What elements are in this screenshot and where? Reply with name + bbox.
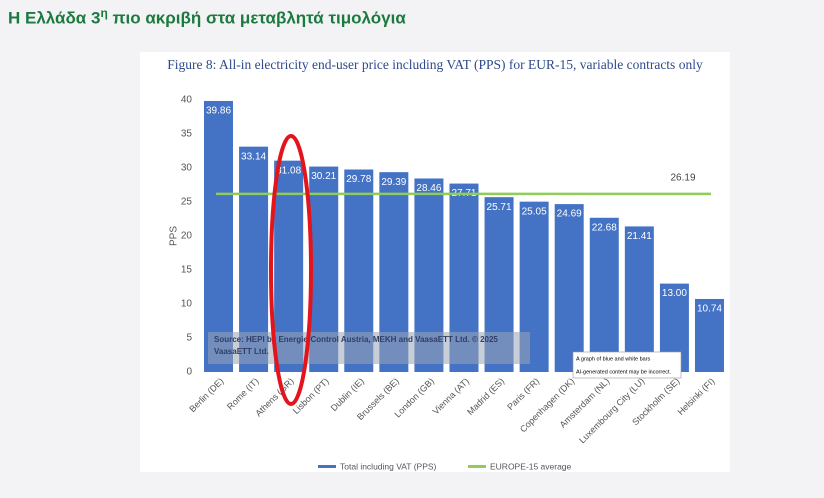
- heading-text: πιο ακριβή στα μεταβλητά τιμολόγια: [107, 8, 406, 28]
- y-axis-label: PPS: [169, 226, 180, 246]
- value-label: 30.21: [311, 171, 336, 182]
- highlight-ellipse: [269, 134, 313, 406]
- source-box: [208, 332, 530, 364]
- value-label: 10.74: [697, 304, 722, 315]
- x-tick-label: Helsinki (FI): [676, 376, 717, 417]
- value-label: 39.86: [206, 106, 231, 117]
- y-tick-label: 20: [181, 231, 193, 242]
- x-tick-label: Paris (FR): [505, 376, 541, 412]
- tooltip-text: A graph of blue and white bars: [576, 356, 651, 362]
- heading: Η Ελλάδα 3η πιο ακριβή στα μεταβλητά τιμ…: [8, 6, 406, 29]
- y-tick-label: 30: [181, 163, 193, 174]
- legend-label: EUROPE-15 average: [490, 461, 572, 471]
- tooltip-box: [572, 351, 682, 379]
- y-tick-label: 25: [181, 197, 193, 208]
- bar: [204, 100, 233, 372]
- chart-title: Figure 8: All-in electricity end-user pr…: [167, 57, 703, 72]
- value-label: 24.69: [557, 209, 582, 220]
- x-tick-label: Madrid (ES): [465, 376, 506, 417]
- value-label: 29.39: [381, 177, 406, 188]
- legend-swatch: [318, 465, 336, 468]
- heading-text: Η Ελλάδα 3: [8, 8, 101, 28]
- y-tick-label: 15: [181, 265, 193, 276]
- value-label: 31.08: [276, 165, 301, 176]
- x-tick-label: Rome (IT): [225, 376, 261, 412]
- value-label: 22.68: [592, 222, 617, 233]
- value-label: 33.14: [241, 151, 266, 162]
- legend-swatch: [468, 465, 486, 468]
- y-tick-label: 35: [181, 129, 193, 140]
- value-label: 28.46: [416, 183, 441, 194]
- bar: [624, 226, 654, 372]
- y-tick-label: 10: [181, 299, 193, 310]
- x-tick-label: Dublin (IE): [329, 376, 366, 413]
- chart-image: Figure 8: All-in electricity end-user pr…: [140, 52, 730, 472]
- source-note: Source: HEPI by Energie-Control Austria,…: [214, 335, 498, 356]
- chart: Figure 8: All-in electricity end-user pr…: [167, 57, 724, 471]
- average-label: 26.19: [670, 173, 695, 184]
- x-tick-label: Luxembourg City (LU): [577, 376, 646, 445]
- source-container: Source: HEPI by Energie-Control Austria,…: [214, 335, 498, 356]
- bar: [589, 217, 619, 372]
- heading-sup: η: [100, 6, 108, 20]
- tooltip-text: AI-generated content may be incorrect.: [576, 369, 672, 375]
- y-tick-label: 0: [186, 367, 192, 378]
- value-label: 25.05: [522, 206, 547, 217]
- x-tick-label: Berlin (DE): [187, 376, 225, 414]
- y-tick-label: 5: [186, 333, 192, 344]
- y-tick-label: 40: [181, 95, 193, 106]
- value-label: 25.71: [487, 202, 512, 213]
- bar: [554, 204, 584, 372]
- legend-label: Total including VAT (PPS): [340, 461, 437, 471]
- value-label: 13.00: [662, 288, 687, 299]
- bar: [694, 298, 724, 372]
- value-label: 21.41: [627, 231, 652, 242]
- value-label: 29.78: [346, 174, 371, 185]
